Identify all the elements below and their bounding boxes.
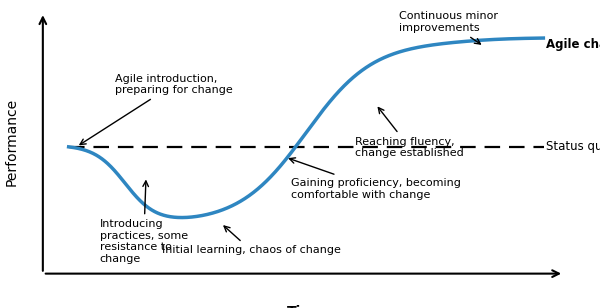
Text: Gaining proficiency, becoming
comfortable with change: Gaining proficiency, becoming comfortabl… [289,158,460,200]
Text: Performance: Performance [5,98,19,186]
Text: Agile change: Agile change [546,38,600,51]
Text: Status quo: Status quo [546,140,600,153]
Text: Continuous minor
improvements: Continuous minor improvements [399,11,498,44]
Text: Initial learning, chaos of change: Initial learning, chaos of change [161,226,340,255]
Text: Introducing
practices, some
resistance to
change: Introducing practices, some resistance t… [100,181,188,264]
Text: Time: Time [287,305,325,308]
Text: Agile introduction,
preparing for change: Agile introduction, preparing for change [80,74,233,144]
Text: Reaching fluency,
change established: Reaching fluency, change established [355,107,464,158]
